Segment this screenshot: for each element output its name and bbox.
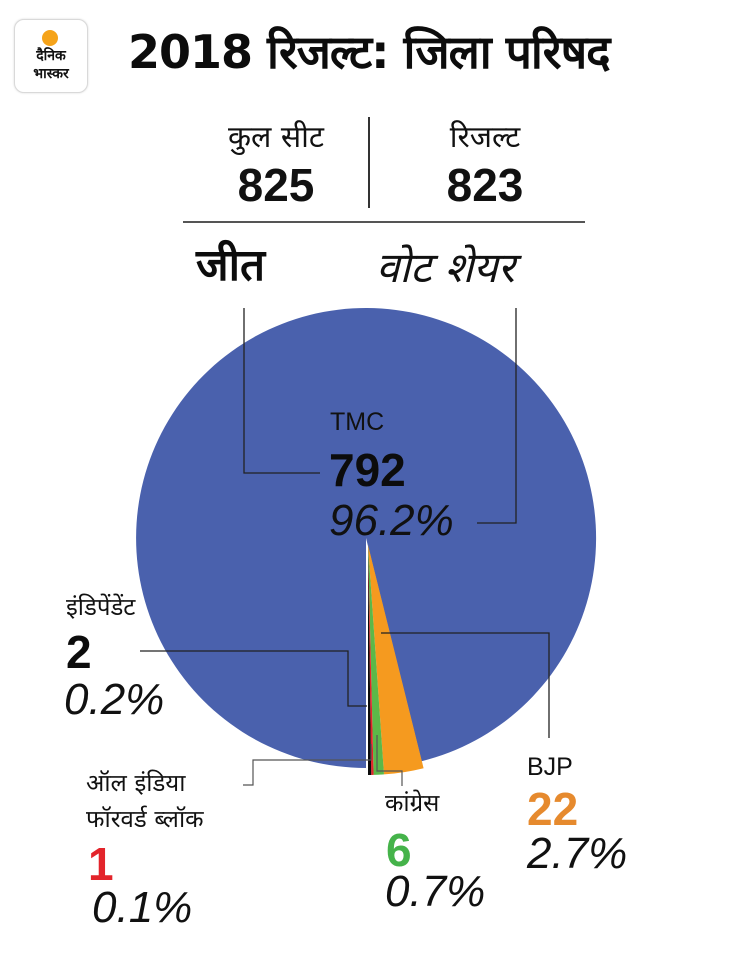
total-seats-label: कुल सीट xyxy=(227,120,325,155)
bjp-vote-share: 2.7% xyxy=(527,829,628,878)
leader-line-vote-share xyxy=(477,308,517,524)
congress-vote-share: 0.7% xyxy=(385,867,486,916)
congress-name: कांग्रेस xyxy=(385,789,440,817)
pie-slice-bjp xyxy=(368,545,424,775)
pie-slice-independent xyxy=(368,545,372,776)
pie-slice-congress xyxy=(368,545,384,775)
sun-dot-icon xyxy=(42,30,58,46)
tmc-name: TMC xyxy=(330,408,385,436)
bjp-name: BJP xyxy=(527,753,573,781)
total-seats-value: 825 xyxy=(237,159,315,211)
result-value: 823 xyxy=(446,159,524,211)
independent-vote-share: 0.2% xyxy=(64,675,165,724)
aifb-name-line-1: ऑल इंडिया xyxy=(86,769,186,797)
pie-slice-aifb xyxy=(368,545,374,775)
tmc-vote-share: 96.2% xyxy=(329,496,454,545)
vote-share-header: वोट शेयर xyxy=(376,243,515,292)
result-label: रिजल्ट xyxy=(449,120,521,155)
bjp-seats: 22 xyxy=(527,783,579,835)
aifb-seats: 1 xyxy=(88,838,114,890)
aifb-vote-share: 0.1% xyxy=(92,883,193,932)
page-title: 2018 रिजल्ट: जिला परिषद xyxy=(128,25,611,79)
leader-line-independent xyxy=(140,650,367,707)
summary-divider-vertical xyxy=(368,117,370,208)
dainik-bhaskar-logo: दैनिक भास्कर xyxy=(14,19,88,93)
logo-line-2: भास्कर xyxy=(33,66,69,82)
summary-divider-horizontal xyxy=(183,221,585,223)
tmc-seats: 792 xyxy=(329,444,406,496)
logo-line-1: दैनिक xyxy=(36,48,66,64)
congress-seats: 6 xyxy=(386,824,412,876)
leader-line-wins xyxy=(243,308,320,474)
wins-header: जीत xyxy=(196,240,266,291)
leader-line-congress xyxy=(376,735,403,786)
leader-line-bjp xyxy=(381,632,550,738)
independent-name: इंडिपेंडेंट xyxy=(66,593,136,621)
independent-seats: 2 xyxy=(66,626,92,678)
aifb-name-line-2: फॉरवर्ड ब्लॉक xyxy=(86,805,204,833)
leader-line-aifb xyxy=(243,744,372,786)
pie-slice-tmc xyxy=(136,307,597,768)
